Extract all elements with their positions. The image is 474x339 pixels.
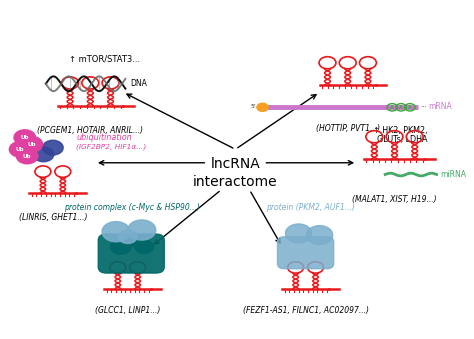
Circle shape	[17, 148, 38, 164]
Text: Ub: Ub	[23, 154, 31, 159]
Circle shape	[118, 230, 137, 243]
Text: (PCGEM1, HOTAIR, ANRIL...): (PCGEM1, HOTAIR, ANRIL...)	[37, 126, 143, 135]
Text: (GLCC1, LINP1...): (GLCC1, LINP1...)	[95, 306, 160, 315]
Text: protein complex (c-Myc & HSP90...): protein complex (c-Myc & HSP90...)	[64, 202, 201, 212]
Circle shape	[102, 222, 130, 242]
Text: ↑ mTOR/STAT3...: ↑ mTOR/STAT3...	[69, 55, 140, 64]
Circle shape	[257, 103, 268, 111]
Circle shape	[128, 220, 156, 240]
Text: lncRNA
interactome: lncRNA interactome	[193, 157, 278, 189]
Text: ↑ HK2, PKM2,: ↑ HK2, PKM2,	[373, 126, 427, 135]
Text: A: A	[408, 105, 412, 110]
Text: protein (PKM2, AUF1...): protein (PKM2, AUF1...)	[266, 202, 355, 212]
Text: A: A	[390, 105, 394, 110]
Text: (HOTTIP, PVT1...): (HOTTIP, PVT1...)	[316, 124, 380, 133]
Text: DNA: DNA	[130, 79, 147, 88]
Text: mRNA: mRNA	[428, 102, 452, 112]
Text: A: A	[399, 105, 403, 110]
Circle shape	[43, 140, 63, 155]
Circle shape	[21, 137, 43, 152]
Text: Ub: Ub	[27, 142, 36, 147]
Circle shape	[307, 226, 333, 244]
Circle shape	[124, 234, 141, 246]
FancyBboxPatch shape	[277, 237, 334, 269]
Text: (LINRIS, GHET1...): (LINRIS, GHET1...)	[18, 213, 87, 222]
Text: Ub: Ub	[20, 135, 29, 140]
Circle shape	[33, 147, 54, 162]
Text: (IGF2BP2, HIF1α...): (IGF2BP2, HIF1α...)	[76, 143, 146, 150]
Text: Ub: Ub	[16, 147, 24, 152]
Circle shape	[285, 224, 312, 243]
Text: ubiquitination: ubiquitination	[76, 133, 132, 142]
Text: GLUTs, LDHA: GLUTs, LDHA	[377, 135, 427, 144]
FancyBboxPatch shape	[98, 234, 164, 273]
Circle shape	[110, 239, 131, 254]
Circle shape	[9, 142, 31, 157]
Text: 5': 5'	[250, 104, 256, 109]
Text: ···: ···	[420, 104, 427, 110]
Text: (MALAT1, XIST, H19...): (MALAT1, XIST, H19...)	[352, 195, 437, 204]
Circle shape	[14, 130, 36, 145]
Text: (FEZF1-AS1, FILNC1, AC02097...): (FEZF1-AS1, FILNC1, AC02097...)	[243, 306, 369, 315]
Circle shape	[135, 240, 154, 254]
Text: miRNA: miRNA	[440, 170, 466, 179]
